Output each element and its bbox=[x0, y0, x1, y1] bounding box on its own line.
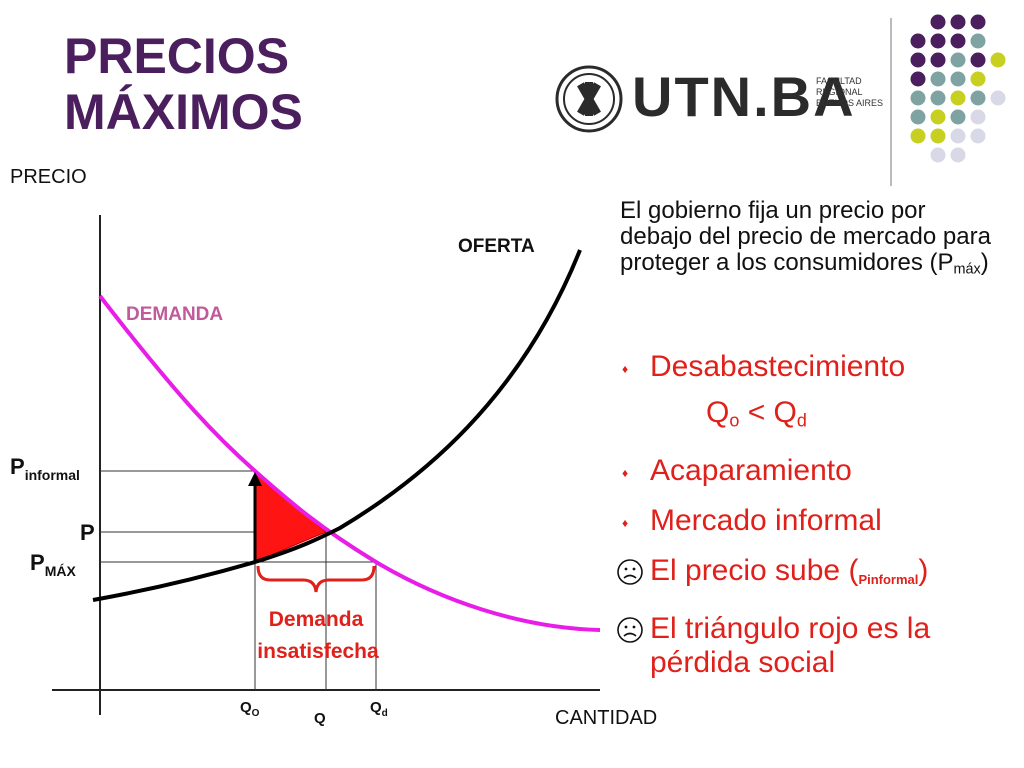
bullet-sub: Pinformal bbox=[858, 571, 919, 587]
arrow-head-icon bbox=[248, 472, 262, 486]
demand-curve bbox=[98, 294, 601, 632]
bullet-text: Mercado informal bbox=[650, 503, 882, 537]
bullet-text: Acaparamiento bbox=[650, 453, 852, 487]
qo-label: QO bbox=[240, 699, 260, 719]
description-text: El gobierno fija un precio por debajo de… bbox=[620, 198, 1000, 283]
decorative-dot bbox=[950, 33, 966, 49]
frown-face-icon bbox=[617, 617, 643, 644]
decorative-dot bbox=[930, 147, 946, 163]
decorative-dot bbox=[930, 52, 946, 68]
bullet-precio-sube: El precio sube (Pinformal) bbox=[616, 554, 1016, 597]
qd-sub: d bbox=[382, 708, 388, 719]
decorative-dot bbox=[910, 128, 926, 144]
bullet-acaparamiento: ♦ Acaparamiento bbox=[616, 454, 1016, 488]
decorative-dot bbox=[990, 52, 1006, 68]
p-label: P bbox=[80, 520, 95, 545]
supply-curve bbox=[92, 249, 582, 602]
diamond-bullet-icon: ♦ bbox=[622, 362, 629, 376]
decorative-dot bbox=[990, 90, 1006, 106]
eq-sub-o: o bbox=[729, 410, 740, 431]
eq-sub-d: d bbox=[796, 410, 807, 431]
shortage-label-line-1: Demanda bbox=[269, 608, 364, 631]
p-informal-label: Pinformal bbox=[10, 454, 80, 483]
decorative-dot bbox=[910, 90, 926, 106]
demand-label: DEMANDA bbox=[126, 304, 223, 325]
logo-sub-line: FACULTAD bbox=[816, 76, 862, 86]
decorative-dot bbox=[930, 128, 946, 144]
eq-lt: < Q bbox=[739, 396, 797, 429]
x-axis-label: CANTIDAD bbox=[555, 707, 657, 729]
bullet-close: ) bbox=[918, 553, 929, 587]
pmax-main: P bbox=[30, 550, 45, 575]
y-axis-label: PRECIO bbox=[10, 166, 87, 188]
utn-emblem-icon bbox=[555, 65, 623, 133]
bullet-desabastecimiento: ♦ Desabastecimiento bbox=[616, 350, 1016, 384]
logo-sub-line: REGIONAL bbox=[816, 87, 863, 97]
q-label: Q bbox=[314, 710, 326, 727]
decorative-dot bbox=[970, 33, 986, 49]
decorative-dot bbox=[970, 90, 986, 106]
decorative-dot bbox=[930, 14, 946, 30]
decorative-dots bbox=[910, 14, 1006, 163]
p-informal-sub: informal bbox=[25, 467, 80, 483]
decorative-dot bbox=[910, 33, 926, 49]
description-sub: máx bbox=[953, 261, 981, 278]
bullet-perdida-social: El triángulo rojo es la pérdida social bbox=[616, 612, 1016, 680]
diamond-bullet-icon: ♦ bbox=[622, 465, 629, 480]
bullet-equation: Qo < Qd bbox=[616, 396, 1016, 438]
qo-main: Q bbox=[240, 699, 252, 716]
qd-main: Q bbox=[370, 699, 382, 716]
shortage-label-line-2: insatisfecha bbox=[257, 640, 379, 663]
decorative-dot bbox=[910, 52, 926, 68]
p-informal-main: P bbox=[10, 454, 25, 479]
bullet-text: Desabastecimiento bbox=[650, 350, 906, 383]
decorative-dot bbox=[970, 71, 986, 87]
decorative-dot bbox=[930, 33, 946, 49]
decorative-dot bbox=[910, 109, 926, 125]
decorative-dot bbox=[970, 14, 986, 30]
qd-label: Qd bbox=[370, 699, 388, 719]
decorative-dot bbox=[930, 90, 946, 106]
decorative-dot bbox=[950, 109, 966, 125]
pmax-sub: MÁX bbox=[45, 563, 77, 579]
decorative-dot bbox=[910, 71, 926, 87]
title-line-1: PRECIOS bbox=[64, 28, 290, 84]
pmax-label: PMÁX bbox=[30, 550, 76, 579]
bullet-text: El precio sube ( bbox=[650, 553, 859, 587]
price-ceiling-diagram: PRECIO CANTIDAD OFERTA DEMANDA Pinformal… bbox=[10, 166, 657, 729]
decorative-dot bbox=[950, 128, 966, 144]
decorative-dot bbox=[970, 52, 986, 68]
slide-title: PRECIOS MÁXIMOS bbox=[64, 28, 303, 140]
decorative-dot bbox=[950, 90, 966, 106]
logo-sub-line: BUENOS AIRES bbox=[816, 98, 884, 108]
decorative-dot bbox=[970, 109, 986, 125]
bullet-text: El triángulo rojo es la pérdida social bbox=[650, 612, 931, 680]
supply-label: OFERTA bbox=[458, 236, 535, 257]
logo-subtitle: FACULTAD REGIONAL BUENOS AIRES bbox=[816, 76, 896, 109]
decorative-dot bbox=[950, 147, 966, 163]
description-body: El gobierno fija un precio por debajo de… bbox=[620, 197, 991, 276]
description-close: ) bbox=[980, 249, 989, 276]
decorative-dot bbox=[950, 71, 966, 87]
logo-wordmark: UTN.BA bbox=[632, 65, 856, 128]
decorative-dot bbox=[970, 128, 986, 144]
decorative-dot bbox=[950, 14, 966, 30]
decorative-dot bbox=[930, 71, 946, 87]
bullet-list: ♦ Desabastecimiento Qo < Qd ♦ Acaparamie… bbox=[616, 350, 1016, 696]
title-line-2: MÁXIMOS bbox=[64, 84, 303, 140]
decorative-dot bbox=[930, 109, 946, 125]
shortage-brace bbox=[256, 565, 376, 593]
eq-q: Q bbox=[706, 396, 730, 429]
divider-line bbox=[890, 18, 892, 186]
frown-face-icon bbox=[617, 558, 643, 585]
decorative-dot bbox=[950, 52, 966, 68]
bullet-mercado-informal: ♦ Mercado informal bbox=[616, 504, 1016, 538]
qo-sub: O bbox=[252, 708, 260, 719]
diamond-bullet-icon: ♦ bbox=[622, 515, 629, 530]
utn-logo: UTN.BA FACULTAD REGIONAL BUENOS AIRES bbox=[552, 60, 892, 136]
